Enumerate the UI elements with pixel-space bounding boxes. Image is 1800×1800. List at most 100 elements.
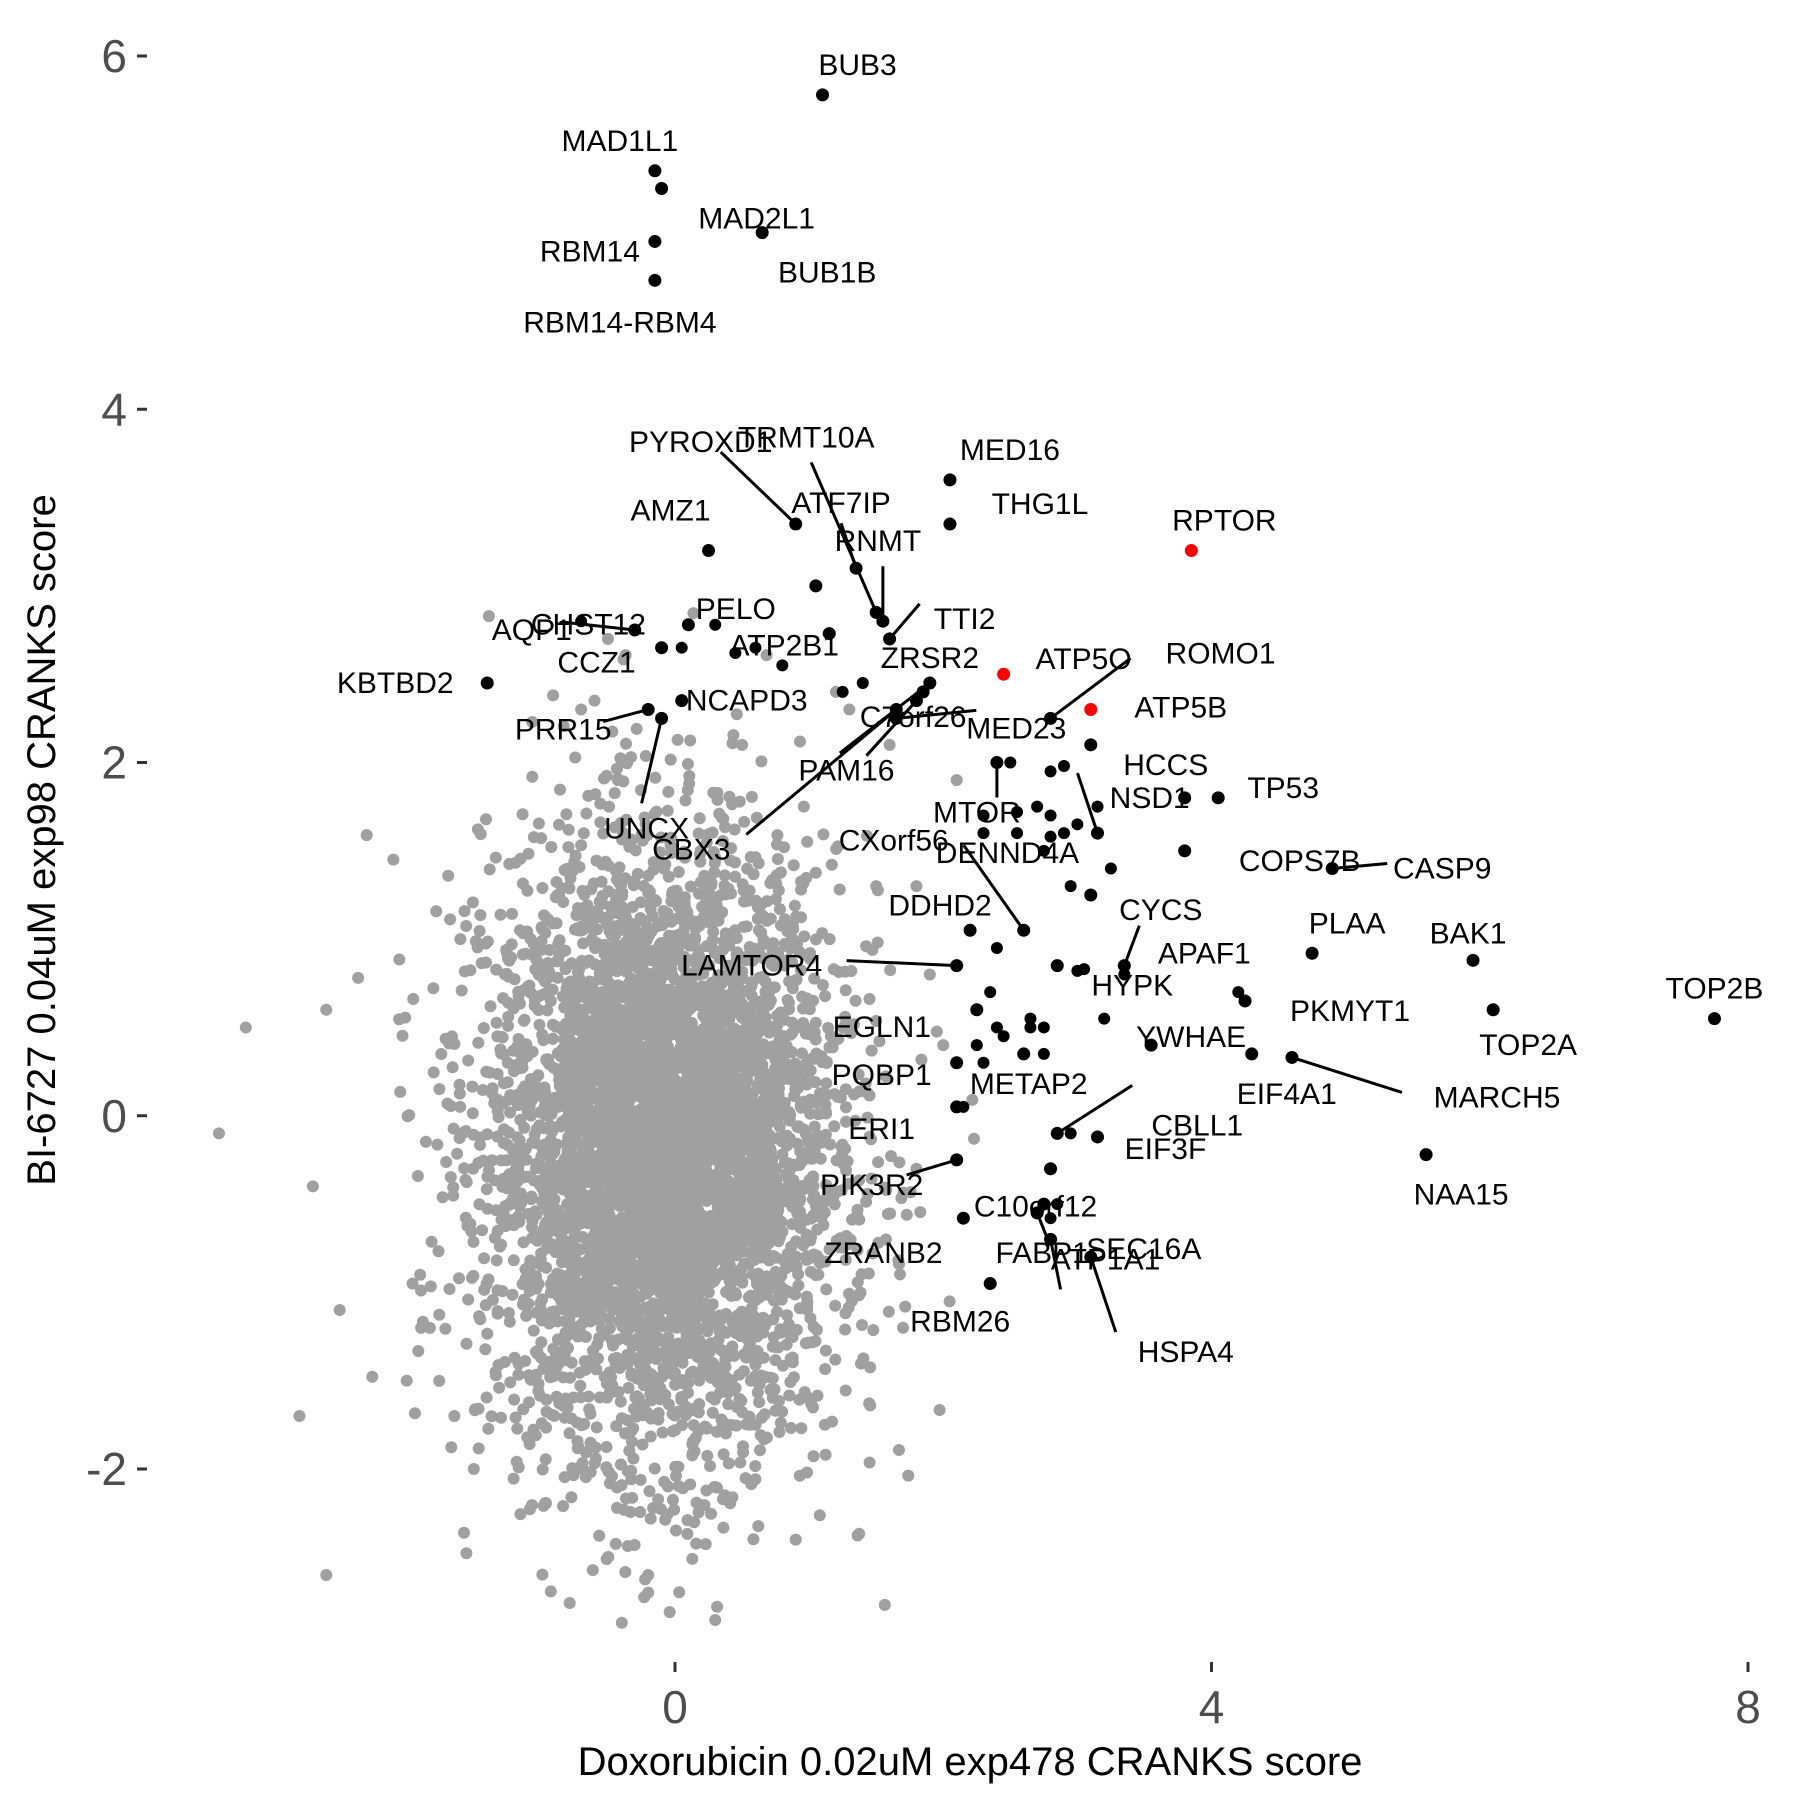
background-point [394,1085,407,1098]
background-point [865,1044,878,1057]
background-point [885,1150,897,1163]
background-point [676,1419,689,1431]
background-point [787,1371,800,1384]
background-point [834,1232,847,1245]
background-point [665,847,678,859]
background-point [629,844,642,857]
background-point [503,858,516,870]
background-point [573,1206,586,1219]
background-point [610,864,622,877]
background-point [684,880,697,893]
background-point [640,1243,653,1256]
background-point [809,933,822,946]
background-point [520,1038,533,1051]
background-point [433,1083,446,1096]
background-point [565,1491,578,1504]
background-point [644,1512,657,1525]
background-point [738,1104,750,1117]
background-point [533,1018,546,1031]
background-point [478,1283,491,1296]
background-point [612,774,624,787]
background-point [666,1133,679,1146]
background-point [933,1404,946,1416]
background-point [590,1421,603,1434]
background-point [826,1415,838,1428]
background-point [627,942,640,955]
background-point [682,1082,695,1095]
background-point [488,1231,501,1244]
background-point [753,924,765,937]
background-point [593,967,606,980]
background-point [848,1088,860,1101]
background-point [467,1162,480,1175]
background-point [638,948,651,961]
background-point [718,869,731,882]
background-point [678,1004,691,1016]
background-point [407,993,420,1005]
background-point [774,1323,787,1336]
background-point [820,1283,833,1296]
background-point [797,877,810,890]
background-point [708,866,721,879]
background-point [536,1028,549,1041]
background-point [593,1391,606,1404]
background-point [861,1187,874,1200]
background-point [486,1082,499,1095]
background-point [481,1327,494,1340]
background-point [773,1426,786,1438]
background-point [638,1181,651,1194]
background-point [652,1391,665,1404]
background-point [627,879,640,892]
background-point [648,1462,661,1475]
background-point [545,1157,558,1170]
background-point [669,1191,682,1204]
background-point [528,999,541,1012]
background-point [427,1066,440,1079]
background-point [801,1135,814,1148]
background-point [716,1418,729,1430]
background-point [614,1395,627,1408]
background-point [508,1393,521,1406]
background-point [704,1368,717,1380]
background-point [436,1191,449,1204]
background-point [569,923,581,936]
background-point [444,1100,457,1112]
background-point [729,1382,742,1395]
background-point [479,1343,492,1356]
background-point [494,908,507,921]
background-point [723,1104,736,1117]
background-point [616,1097,629,1110]
background-point [730,708,743,721]
background-point [766,1372,779,1385]
background-point [503,1198,516,1211]
background-point [690,1496,703,1509]
background-point [651,1011,664,1024]
background-point [570,1010,583,1023]
background-point [881,1208,894,1220]
background-point [539,1100,552,1113]
background-point [688,1175,701,1187]
background-point [518,1013,531,1026]
background-point [702,828,715,841]
background-point [834,1091,847,1104]
background-point [631,867,644,880]
background-point [698,869,711,882]
background-point [580,1362,593,1375]
background-point [708,857,721,870]
background-point [523,1438,536,1451]
background-point [507,1472,520,1485]
background-point [642,1016,655,1029]
background-point [872,1156,885,1169]
background-point [583,1176,596,1189]
background-point [829,1299,842,1312]
background-point [638,811,651,824]
background-point [666,1493,679,1506]
background-point [894,1268,906,1281]
background-point [640,934,653,947]
background-point [535,921,548,934]
background-point [763,1026,776,1039]
background-point [512,985,525,998]
background-point [497,1137,510,1149]
background-point [534,1389,546,1402]
background-point [705,979,718,991]
